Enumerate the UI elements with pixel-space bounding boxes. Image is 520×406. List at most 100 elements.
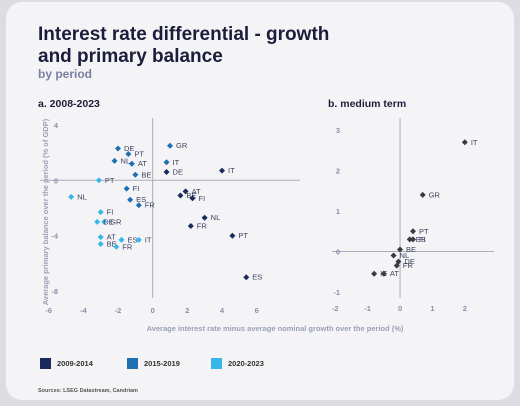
data-point-fi — [123, 185, 130, 192]
data-point-be — [177, 192, 184, 199]
point-label: FI — [107, 208, 114, 217]
point-label: PT — [238, 231, 248, 240]
legend-swatch — [211, 358, 222, 369]
data-point-nl — [201, 214, 208, 221]
x-axis-title: Average interest rate minus average nomi… — [147, 324, 404, 333]
point-label: NL — [211, 213, 221, 222]
panel-a-title: a. 2008-2023 — [38, 98, 100, 110]
y-tick-label: 3 — [336, 126, 340, 135]
legend-item-2020-2023: 2020-2023 — [211, 358, 264, 369]
point-label: IT — [145, 235, 152, 244]
data-point-es — [118, 236, 125, 243]
data-point-pt — [410, 228, 416, 235]
data-point-fr — [393, 262, 400, 269]
y-tick-label: -8 — [51, 287, 58, 296]
x-tick-label: -4 — [80, 306, 87, 315]
point-label: BE — [141, 170, 151, 179]
x-tick-label: -6 — [45, 306, 52, 315]
point-label: NL — [400, 251, 410, 260]
point-label: DE — [124, 144, 134, 153]
data-point-fi — [97, 209, 104, 216]
point-label: FI — [133, 184, 140, 193]
point-label: BE — [186, 191, 196, 200]
data-point-gr — [101, 218, 108, 225]
legend-swatch — [40, 358, 51, 369]
point-label: BE — [107, 240, 117, 249]
data-point-de — [94, 218, 101, 225]
point-label: NL — [121, 156, 131, 165]
point-label: FI — [419, 235, 426, 244]
point-label: PT — [105, 176, 115, 185]
point-label: PT — [134, 150, 144, 159]
data-point-be — [97, 241, 104, 247]
point-label: ES — [252, 273, 262, 282]
data-point-fr — [113, 243, 120, 250]
data-point-es — [406, 236, 413, 243]
data-point-it — [219, 167, 225, 174]
data-point-it — [163, 159, 170, 166]
data-point-at — [380, 270, 387, 277]
data-point-es — [243, 274, 250, 281]
point-label: DE — [404, 257, 414, 266]
y-axis-title: Average primary balance over the period … — [41, 118, 50, 305]
data-point-at — [128, 160, 135, 167]
data-point-fr — [135, 202, 142, 209]
point-label: AT — [192, 187, 201, 196]
data-point-pt — [229, 232, 236, 239]
legend-item-2015-2019: 2015-2019 — [127, 358, 180, 369]
data-point-gr — [419, 191, 426, 198]
x-tick-label: 0 — [151, 306, 155, 315]
data-point-be — [397, 246, 404, 253]
point-label: GR — [176, 141, 188, 150]
point-label: IT — [173, 158, 180, 167]
x-tick-label: 0 — [398, 304, 402, 313]
point-label: FR — [403, 261, 414, 270]
data-point-nl — [68, 193, 75, 200]
point-label: FI — [199, 194, 206, 203]
point-label: PT — [419, 227, 429, 236]
point-label: IT — [471, 138, 478, 147]
y-tick-label: 0 — [336, 247, 340, 256]
legend-item-2009-2014: 2009-2014 — [40, 358, 93, 369]
data-point-fi — [410, 236, 416, 243]
point-label: FR — [122, 242, 133, 251]
chart-card — [6, 2, 514, 400]
point-label: DE — [173, 168, 183, 177]
x-tick-label: -2 — [115, 306, 122, 315]
data-point-gr — [167, 142, 173, 149]
point-label: FR — [145, 201, 156, 210]
point-label: GR — [429, 190, 441, 199]
data-point-pt — [125, 151, 132, 157]
data-point-es — [127, 196, 134, 203]
data-point-nl — [111, 157, 118, 164]
chart-subtitle: by period — [38, 67, 93, 81]
point-label: GR — [110, 217, 122, 226]
data-point-be — [132, 171, 139, 178]
data-point-it — [135, 236, 142, 243]
source-note: Sources: LSEG Datastream, Candriam — [38, 388, 138, 394]
x-tick-label: 4 — [220, 306, 225, 315]
y-tick-label: 2 — [336, 167, 340, 176]
x-tick-label: -1 — [364, 304, 371, 313]
panel-b-title: b. medium term — [328, 98, 407, 110]
data-point-fr — [187, 223, 194, 229]
y-tick-label: 1 — [336, 207, 340, 216]
x-tick-label: 2 — [185, 306, 189, 315]
point-label: AT — [107, 233, 116, 242]
point-label: DE — [103, 217, 113, 226]
x-tick-label: 2 — [463, 304, 467, 313]
legend-label: 2020-2023 — [228, 359, 264, 368]
data-point-it — [461, 139, 468, 146]
point-label: ES — [127, 235, 137, 244]
x-tick-label: 1 — [430, 304, 434, 313]
data-point-at — [97, 234, 104, 241]
data-point-de — [163, 169, 170, 175]
point-label: BE — [406, 245, 416, 254]
point-label: ES — [136, 195, 146, 204]
legend-label: 2009-2014 — [57, 359, 93, 368]
point-label: IT — [228, 166, 235, 175]
point-label: FR — [197, 222, 208, 231]
legend-label: 2015-2019 — [144, 359, 180, 368]
data-point-pt — [95, 177, 102, 184]
